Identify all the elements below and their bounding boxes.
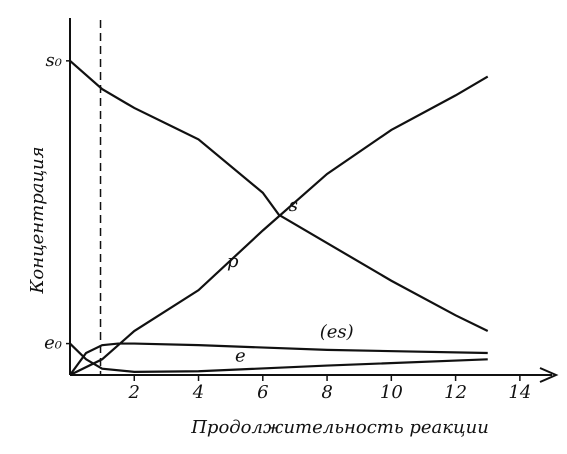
x-tick-label: 12 [444, 382, 467, 403]
series-label: (es) [320, 322, 354, 343]
y-tick-label: e₀ [44, 333, 62, 354]
series-label: s [289, 195, 298, 216]
x-tick-label: 2 [128, 382, 140, 403]
line [69, 60, 489, 333]
x-tick-label: 4 [192, 382, 204, 403]
line [69, 342, 488, 373]
series-label: p [227, 251, 239, 272]
x-tick-label: 10 [380, 382, 403, 403]
line [69, 342, 488, 376]
x-tick-label: 6 [257, 382, 268, 403]
line [69, 75, 489, 376]
x-axis-arrow [539, 367, 559, 383]
x-axis-label: Продолжительность реакции [190, 417, 489, 438]
x-tick-label: 8 [321, 382, 332, 403]
series-label: e [235, 346, 246, 367]
y-tick-label: s₀ [46, 50, 62, 71]
y-axis-label: Концентрация [27, 146, 48, 294]
x-tick-label: 14 [508, 382, 531, 403]
